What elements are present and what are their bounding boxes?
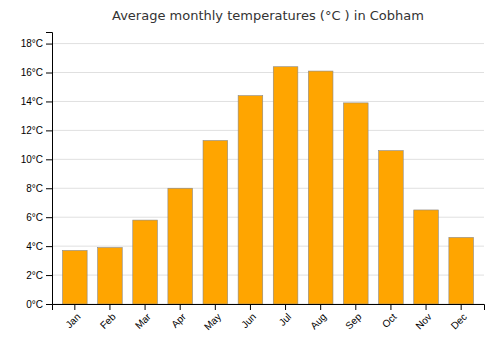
- x-tick: Feb: [98, 304, 118, 331]
- y-tick: 8°C: [26, 183, 52, 194]
- y-tick: 12°C: [21, 125, 52, 136]
- x-tick-label: Apr: [169, 311, 188, 330]
- x-tick: Sep: [343, 304, 364, 331]
- y-tick: 4°C: [26, 241, 52, 252]
- y-tick-mark: [46, 275, 52, 276]
- x-tick: Jun: [239, 304, 258, 330]
- bar: [273, 67, 298, 304]
- x-tick-mark: [285, 304, 286, 310]
- x-tick: Dec: [449, 304, 469, 331]
- title: Average monthly temperatures (°C ) in Co…: [112, 8, 424, 23]
- bar: [238, 96, 263, 304]
- grid-line: [52, 43, 484, 44]
- x-tick-label: Oct: [380, 311, 399, 330]
- x-tick-label: Jan: [63, 311, 82, 330]
- x-tick-mark: [215, 304, 216, 310]
- y-tick-mark: [46, 44, 52, 45]
- y-tick-mark: [46, 304, 52, 305]
- x-tick-mark: [250, 304, 251, 310]
- y-tick: 16°C: [21, 67, 52, 78]
- x-tick-label: Feb: [98, 311, 118, 331]
- x-tick-mark: [109, 304, 110, 310]
- y-tick-mark: [46, 246, 52, 247]
- x-tick-mark: [426, 304, 427, 310]
- x-tick: Nov: [413, 304, 433, 331]
- bar: [98, 248, 123, 304]
- bar: [133, 220, 158, 304]
- y-axis: 0°C 2°C 4°C 6°C 8°C 10°C 12°C 14°C 16°C 18°C: [21, 33, 53, 310]
- x-tick-mark: [145, 304, 146, 310]
- y-tick-label: 8°C: [26, 183, 43, 194]
- y-tick-mark: [46, 130, 52, 131]
- x-tick-mark: [180, 304, 181, 310]
- x-tick-mark: [461, 304, 462, 310]
- bar: [449, 237, 474, 304]
- x-tick-label: Dec: [449, 311, 469, 331]
- y-tick: 0°C: [26, 299, 52, 310]
- plot: 0°C 2°C 4°C 6°C 8°C 10°C 12°C 14°C 16°C 18°C Jan Fe…: [21, 33, 485, 333]
- x-tick-mark: [74, 304, 75, 310]
- y-tick: 18°C: [21, 38, 52, 49]
- y-tick-label: 18°C: [21, 38, 43, 49]
- y-tick: 6°C: [26, 212, 52, 223]
- x-tick-label: Jun: [239, 311, 258, 330]
- y-tick: 10°C: [21, 154, 52, 165]
- x-tick: Apr: [169, 304, 188, 330]
- bar: [308, 71, 333, 304]
- y-tick-label: 12°C: [21, 125, 43, 136]
- x-tick: Jul: [277, 304, 294, 328]
- x-tick-label: Nov: [413, 311, 433, 331]
- x-tick-label: Mar: [133, 311, 153, 331]
- y-tick-label: 16°C: [21, 67, 43, 78]
- y-axis-line: [46, 33, 53, 305]
- x-axis: Jan Feb Mar Apr May Jun Jul Aug Sep Oct Nov Dec: [53, 304, 485, 332]
- grid: [52, 44, 484, 304]
- x-tick: Oct: [380, 304, 399, 330]
- x-tick-label: Aug: [308, 311, 328, 331]
- y-tick-label: 2°C: [26, 270, 43, 281]
- x-tick: Jan: [63, 304, 82, 330]
- y-tick-mark: [46, 73, 52, 74]
- x-tick: May: [202, 304, 223, 332]
- x-tick-label: Jul: [277, 311, 294, 328]
- y-tick-mark: [46, 159, 52, 160]
- bar: [63, 250, 88, 304]
- grid-line: [52, 72, 484, 73]
- bars: [63, 67, 474, 304]
- y-tick-label: 6°C: [26, 212, 43, 223]
- bar: [344, 103, 369, 304]
- x-axis-line: [53, 305, 485, 311]
- y-tick: 14°C: [21, 96, 52, 107]
- x-tick-mark: [355, 304, 356, 310]
- y-tick-mark: [46, 188, 52, 189]
- bar: [168, 188, 193, 304]
- x-tick-mark: [390, 304, 391, 310]
- y-tick-label: 14°C: [21, 96, 43, 107]
- x-tick-mark: [320, 304, 321, 310]
- bar: [414, 210, 439, 304]
- grid-line: [52, 130, 484, 131]
- x-tick-label: Sep: [343, 311, 364, 332]
- x-tick: Mar: [133, 304, 153, 331]
- y-tick-mark: [46, 101, 52, 102]
- y-tick-label: 10°C: [21, 154, 43, 165]
- y-tick: 2°C: [26, 270, 52, 281]
- bar: [379, 151, 404, 304]
- chart-svg: 0°C 2°C 4°C 6°C 8°C 10°C 12°C 14°C 16°C 18°C Jan Fe…: [0, 0, 500, 350]
- grid-line: [52, 159, 484, 160]
- grid-line: [52, 188, 484, 189]
- x-tick-label: May: [202, 311, 223, 332]
- y-tick-label: 0°C: [26, 299, 43, 310]
- x-tick: Aug: [308, 304, 328, 331]
- y-tick-mark: [46, 217, 52, 218]
- y-tick-label: 4°C: [26, 241, 43, 252]
- grid-line: [52, 101, 484, 102]
- bar: [203, 141, 228, 304]
